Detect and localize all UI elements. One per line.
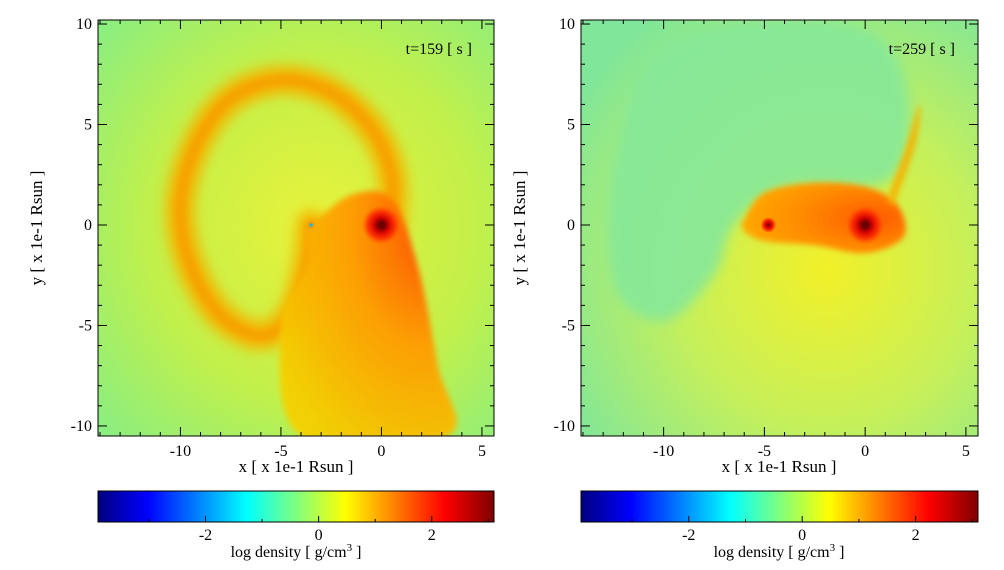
- left-colorbar-ticks: -2 0 2: [148, 516, 489, 544]
- left-colorbar-tick-label: 0: [315, 527, 323, 544]
- left-x-tick-label: -5: [274, 443, 287, 460]
- right-colorbar-tick-label: -2: [682, 527, 695, 544]
- left-density-map: [98, 20, 494, 436]
- left-plot-frame: [97, 19, 495, 437]
- left-axis-ticks: -10 -5 0 5 -10 -5 0 5 10: [71, 16, 494, 460]
- left-secondary-point-center: [309, 223, 313, 227]
- right-plot-panel: -10 -5 0 5 -10 -5 0 5 10 t=259 [ s ] x [ x 1e-1 …: [510, 16, 979, 476]
- right-colorbar-label: log density [ g/cm3 ]: [714, 542, 845, 561]
- right-time-annotation: t=259 [ s ]: [889, 41, 955, 58]
- right-y-tick-label: -5: [562, 317, 575, 334]
- left-colorbar-label-sup: 3: [347, 542, 353, 554]
- right-colorbar-tick-label: 0: [798, 527, 806, 544]
- left-time-annotation: t=159 [ s ]: [406, 41, 472, 58]
- right-x-tick-label: 5: [962, 443, 970, 460]
- left-plot-panel: -10 -5 0 5 -10 -5 0 5 10 t=159 [ s ] x [ x 1e-1 …: [27, 16, 495, 476]
- right-colorbar-tick-label: 2: [912, 527, 920, 544]
- right-x-axis-title: x [ x 1e-1 Rsun ]: [722, 457, 837, 476]
- left-stream-fan: [279, 190, 457, 436]
- right-colorbar-label-sup: 3: [830, 542, 836, 554]
- right-x-tick-label: -10: [653, 443, 674, 460]
- left-y-tick-label: -5: [79, 317, 92, 334]
- left-colorbar-tick-label: 2: [428, 527, 436, 544]
- right-plot-frame: [580, 19, 979, 437]
- right-low-density-lobe: [607, 20, 911, 322]
- left-x-tick-label: -10: [170, 443, 191, 460]
- left-colorbar-gradient: [97, 490, 495, 523]
- right-y-axis-title: y [ x 1e-1 Rsun ]: [510, 171, 529, 286]
- left-y-axis-title: y [ x 1e-1 Rsun ]: [27, 171, 46, 286]
- left-y-tick-label: -10: [71, 418, 92, 435]
- left-colorbar-tick-label: -2: [199, 527, 212, 544]
- right-colorbar: -2 0 2 log density [ g/cm3 ]: [580, 490, 979, 561]
- right-y-tick-label: 5: [567, 117, 575, 134]
- right-secondary-core: [760, 216, 777, 233]
- left-y-tick-label: 0: [84, 217, 92, 234]
- right-colorbar-label-end: ]: [835, 544, 844, 561]
- right-colorbar-ticks: -2 0 2: [631, 516, 973, 544]
- left-colorbar: -2 0 2 log density [ g/cm3 ]: [97, 490, 495, 561]
- right-plume: [888, 104, 921, 205]
- right-dense-core-center: [860, 219, 871, 230]
- left-colorbar-label-end: ]: [352, 544, 361, 561]
- left-colorbar-label-text: log density [ g/cm: [231, 544, 348, 561]
- left-x-axis-title: x [ x 1e-1 Rsun ]: [239, 457, 354, 476]
- right-x-tick-label: -5: [758, 443, 771, 460]
- left-x-tick-label: 0: [377, 443, 385, 460]
- left-colorbar-label: log density [ g/cm3 ]: [231, 542, 362, 561]
- right-y-tick-label: 0: [567, 217, 575, 234]
- right-y-tick-label: 10: [559, 16, 575, 33]
- left-y-tick-label: 5: [84, 117, 92, 134]
- right-x-tick-label: 0: [861, 443, 869, 460]
- right-colorbar-gradient: [580, 490, 979, 523]
- left-dense-core-center: [376, 219, 387, 230]
- left-x-tick-label: 5: [478, 443, 486, 460]
- right-density-map: [581, 20, 978, 436]
- right-axis-ticks: -10 -5 0 5 -10 -5 0 5 10: [554, 16, 978, 460]
- right-y-tick-label: -10: [554, 418, 575, 435]
- left-y-tick-label: 10: [76, 16, 92, 33]
- right-colorbar-label-text: log density [ g/cm: [714, 544, 831, 561]
